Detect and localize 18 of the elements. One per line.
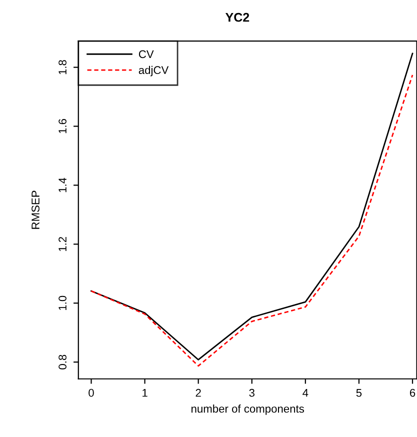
x-tick-label: 2	[196, 388, 201, 397]
x-tick-label: 4	[302, 389, 308, 397]
y-tick-label: 1.2	[58, 237, 66, 252]
y-tick-label: 1.6	[58, 119, 66, 134]
x-tick-label: 6	[410, 388, 416, 397]
x-tick-label: 5	[356, 389, 362, 397]
chart-title: YC2	[225, 12, 250, 22]
x-tick-label: 3	[249, 388, 254, 397]
y-tick-label: 1.0	[58, 296, 66, 310]
y-axis-title: RMSEP	[32, 190, 40, 229]
x-tick-label: 0	[88, 388, 94, 397]
legend-label: adjCV	[138, 66, 169, 76]
x-tick-label: 1	[142, 389, 148, 397]
legend-label: CV	[138, 50, 154, 58]
y-tick-label: 0.8	[58, 354, 66, 370]
x-axis-title: number of components	[192, 404, 304, 415]
y-tick-label: 1.4	[58, 178, 66, 192]
y-tick-label: 1.8	[58, 60, 66, 74]
